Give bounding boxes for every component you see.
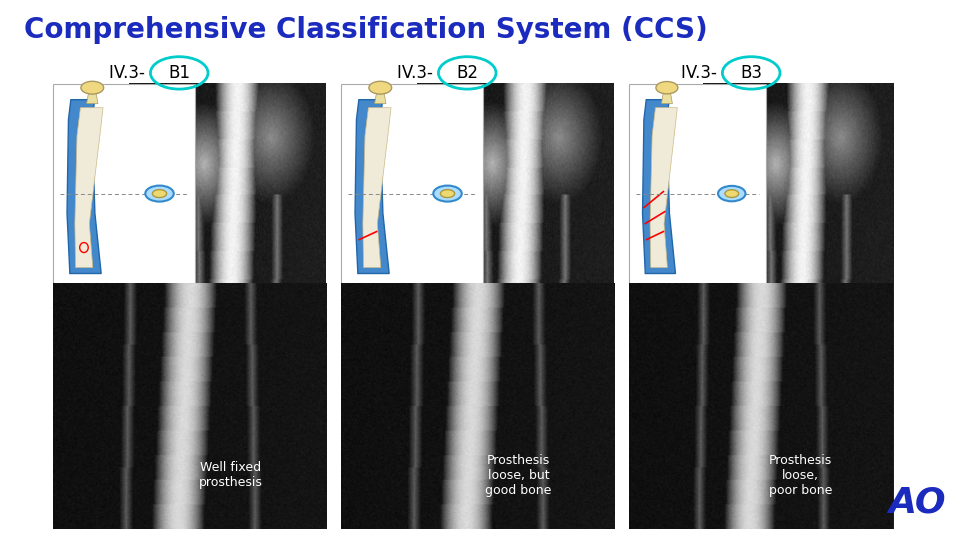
- FancyBboxPatch shape: [53, 284, 326, 529]
- Circle shape: [433, 186, 462, 201]
- Text: IV.3-: IV.3-: [109, 64, 151, 82]
- FancyBboxPatch shape: [629, 284, 893, 529]
- FancyBboxPatch shape: [418, 84, 614, 529]
- Circle shape: [718, 186, 746, 201]
- Circle shape: [441, 190, 455, 198]
- Polygon shape: [355, 100, 389, 273]
- FancyBboxPatch shape: [130, 84, 326, 529]
- Text: Prosthesis
loose,
poor bone: Prosthesis loose, poor bone: [769, 454, 832, 497]
- Text: Well fixed
prosthesis: Well fixed prosthesis: [199, 461, 263, 489]
- FancyBboxPatch shape: [341, 84, 483, 284]
- Polygon shape: [642, 100, 676, 273]
- Polygon shape: [650, 107, 678, 267]
- Text: Prosthesis
loose, but
good bone: Prosthesis loose, but good bone: [486, 454, 552, 497]
- Text: IV.3-: IV.3-: [682, 64, 723, 82]
- Polygon shape: [75, 107, 103, 267]
- Polygon shape: [363, 107, 391, 267]
- Circle shape: [81, 82, 104, 94]
- Circle shape: [369, 82, 392, 94]
- Text: Comprehensive Classification System (CCS): Comprehensive Classification System (CCS…: [24, 16, 708, 44]
- Circle shape: [153, 190, 167, 198]
- Text: IV.3-: IV.3-: [397, 64, 439, 82]
- Circle shape: [656, 82, 678, 94]
- Polygon shape: [67, 100, 101, 273]
- Text: B2: B2: [456, 64, 478, 82]
- Text: B3: B3: [740, 64, 762, 82]
- Polygon shape: [661, 87, 672, 104]
- Polygon shape: [86, 87, 98, 104]
- FancyBboxPatch shape: [629, 84, 766, 284]
- Text: AO: AO: [888, 485, 946, 519]
- FancyBboxPatch shape: [341, 284, 614, 529]
- Circle shape: [725, 190, 738, 198]
- Text: B1: B1: [168, 64, 190, 82]
- Circle shape: [145, 186, 174, 201]
- Polygon shape: [374, 87, 386, 104]
- FancyBboxPatch shape: [703, 84, 893, 529]
- FancyBboxPatch shape: [53, 84, 195, 284]
